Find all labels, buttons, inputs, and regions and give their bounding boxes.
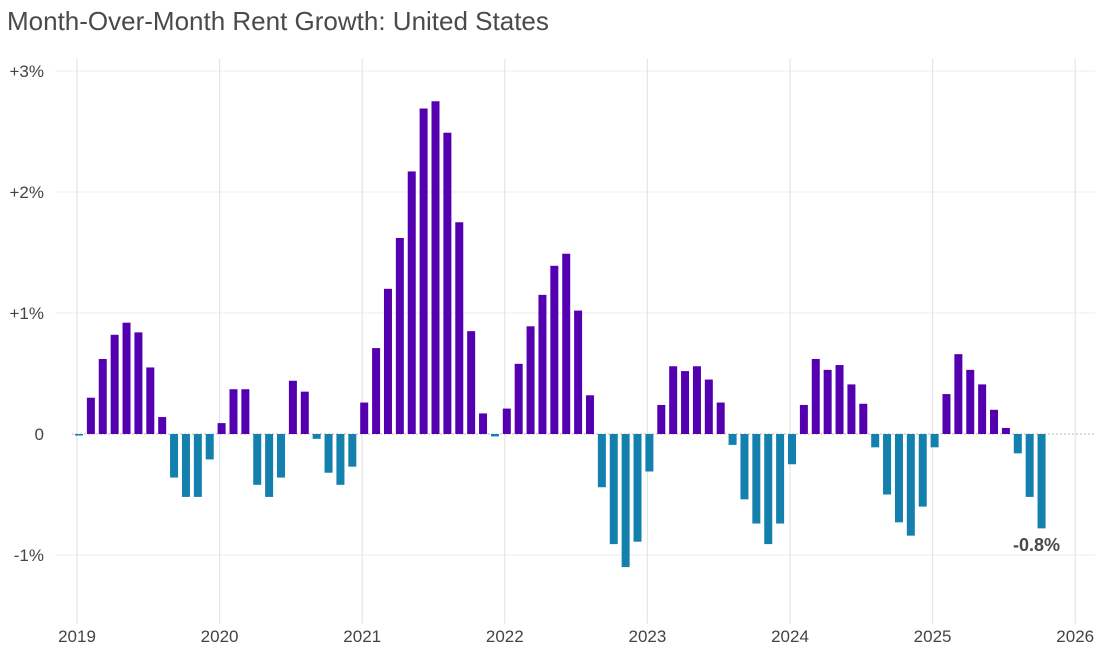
bar <box>300 391 309 434</box>
y-tick-label: +2% <box>10 183 45 202</box>
bar <box>835 365 844 434</box>
bar <box>312 434 321 439</box>
bar <box>98 358 107 434</box>
bar <box>538 294 547 434</box>
bar <box>1025 434 1034 497</box>
bar <box>490 434 499 437</box>
bar <box>86 397 95 434</box>
x-tick-label: 2021 <box>343 627 381 646</box>
bar <box>704 379 713 434</box>
bar <box>205 434 214 460</box>
x-tick-label: 2025 <box>914 627 952 646</box>
bar <box>918 434 927 507</box>
bar <box>75 434 83 436</box>
bar <box>170 434 179 478</box>
bar <box>407 171 416 434</box>
bar <box>181 434 190 497</box>
bar <box>669 366 678 434</box>
bar <box>110 334 119 434</box>
bar <box>193 434 202 497</box>
bar <box>1001 427 1010 434</box>
chart-title: Month-Over-Month Rent Growth: United Sta… <box>7 6 549 36</box>
bar <box>930 434 939 448</box>
bar <box>1037 434 1046 529</box>
bar <box>383 288 392 434</box>
bar <box>716 402 725 434</box>
bar <box>336 434 345 485</box>
bar <box>906 434 915 536</box>
bar <box>372 348 381 434</box>
bar <box>288 380 297 434</box>
bar <box>823 369 832 434</box>
x-tick-label: 2022 <box>486 627 524 646</box>
x-tick-label: 2026 <box>1056 627 1094 646</box>
bar <box>740 434 749 500</box>
bar-annotation: -0.8% <box>1013 535 1060 555</box>
bar <box>645 434 654 472</box>
bar <box>764 434 773 545</box>
bar <box>253 434 262 485</box>
bar <box>443 132 452 434</box>
bar <box>681 371 690 434</box>
bar <box>942 394 951 434</box>
bar <box>467 331 476 434</box>
y-tick-label: +1% <box>10 304 45 323</box>
bar <box>419 108 428 434</box>
bar <box>158 417 167 434</box>
bar <box>348 434 357 467</box>
x-tick-label: 2019 <box>58 627 96 646</box>
bar <box>966 369 975 434</box>
bar <box>788 434 796 465</box>
bar <box>479 413 488 434</box>
bar <box>621 434 630 568</box>
bar <box>990 409 999 434</box>
bar <box>134 332 143 434</box>
bar <box>514 363 523 434</box>
y-tick-label: +3% <box>10 62 45 81</box>
bar <box>122 322 131 434</box>
bar <box>633 434 642 542</box>
bar <box>859 403 868 434</box>
bar <box>431 101 440 434</box>
x-tick-label: 2023 <box>628 627 666 646</box>
bar <box>894 434 903 523</box>
bar <box>752 434 761 524</box>
bar <box>455 222 464 434</box>
bar <box>799 404 808 434</box>
bar <box>585 395 594 434</box>
x-tick-label: 2024 <box>771 627 809 646</box>
bar <box>883 434 892 495</box>
bar <box>229 389 238 434</box>
bar <box>550 265 559 434</box>
bar <box>395 237 404 434</box>
bar <box>526 326 535 434</box>
bar <box>776 434 785 524</box>
bar <box>609 434 618 545</box>
bar <box>217 423 226 434</box>
bar <box>657 404 666 434</box>
bar <box>324 434 333 473</box>
bar <box>811 358 820 434</box>
bar <box>146 367 155 434</box>
bar <box>692 366 701 434</box>
x-tick-label: 2020 <box>201 627 239 646</box>
bar <box>562 253 571 434</box>
bar <box>847 384 856 434</box>
bar <box>574 310 583 434</box>
bar <box>502 408 511 434</box>
y-tick-label: -1% <box>14 546 44 565</box>
bar <box>728 434 737 445</box>
bar <box>360 402 369 434</box>
bar <box>871 434 880 448</box>
bar <box>597 434 606 488</box>
bar <box>277 434 286 478</box>
bar <box>978 384 987 434</box>
bar <box>265 434 274 497</box>
bar <box>954 354 963 434</box>
bar <box>241 389 250 434</box>
bar <box>1013 434 1022 454</box>
y-tick-label: 0 <box>35 425 44 444</box>
